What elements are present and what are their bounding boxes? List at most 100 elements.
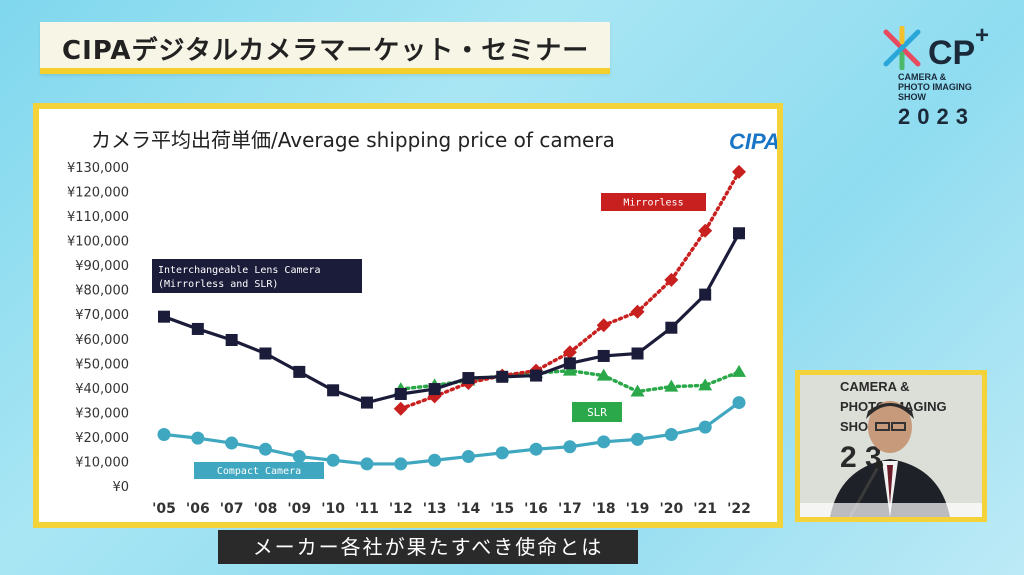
video-bg-text-1: CAMERA & [840,379,910,394]
data-point [530,369,543,382]
data-point [360,457,374,471]
x-tick-label: '17 [558,501,582,517]
x-tick-label: '05 [152,501,176,517]
x-tick-label: '12 [389,501,413,517]
data-point [630,384,645,397]
data-point [562,363,577,376]
series-label-text: Compact Camera [217,466,301,477]
data-point [393,401,408,416]
series-line [163,401,740,466]
event-logo-line3: SHOW [898,92,926,102]
data-point [596,368,611,381]
data-point [699,288,712,301]
series-label: SLR [572,402,622,422]
x-tick-label: '09 [287,501,311,517]
data-point [563,357,576,370]
data-point [630,304,645,319]
x-tick-label: '06 [186,501,210,517]
x-tick-label: '21 [693,501,717,517]
series-label-text: SLR [587,406,607,419]
event-logo: CP + CAMERA & PHOTO IMAGING SHOW 2023 [880,20,1010,130]
data-point [732,364,746,377]
data-point [326,453,340,467]
speaker-video: CAMERA & PHOTO IMAGING SHO 2 3 [795,370,987,522]
y-tick-label: ¥100,000 [67,235,129,250]
x-tick-label: '14 [457,501,481,517]
video-bg-text-3: SHO [840,419,868,434]
series-label-box [194,462,324,479]
x-tick-label: '22 [727,501,751,517]
chart-title: カメラ平均出荷単価/Average shipping price of came… [91,128,615,152]
data-point [225,436,239,450]
data-point [495,446,509,460]
data-point [293,365,306,378]
series-labels: Interchangeable Lens Camera (Mirrorless a… [152,193,706,479]
y-tick-label: ¥0 [112,480,129,495]
y-tick-label: ¥130,000 [67,161,129,176]
data-point [428,383,441,396]
event-logo-year: 2023 [898,104,975,129]
data-point [698,378,713,391]
x-tick-label: '18 [592,501,616,517]
x-axis: '05 '06 '07 '08 '09 '10 '11 '12 '13 '14 '15 '16 '17 '… [152,501,751,517]
data-point [733,227,745,240]
seminar-title: CIPAデジタルカメラマーケット・セミナー [62,36,590,66]
speaker-video-frame: CAMERA & PHOTO IMAGING SHO 2 3 [800,375,982,517]
x-tick-label: '10 [321,501,345,517]
series-circle [157,396,746,471]
y-tick-label: ¥90,000 [75,259,129,274]
price-chart: カメラ平均出荷単価/Average shipping price of came… [67,128,777,517]
data-point [157,427,171,441]
data-point [529,442,543,456]
event-logo-plus: + [975,22,990,49]
data-point [394,387,407,400]
data-point [258,442,272,456]
y-tick-label: ¥120,000 [67,186,129,201]
chart-panel: カメラ平均出荷単価/Average shipping price of came… [33,103,783,528]
data-point [562,345,577,360]
y-tick-label: ¥70,000 [75,308,129,323]
event-logo-line1: CAMERA & [898,72,947,82]
data-point [664,272,679,287]
data-point [191,431,205,445]
series-label-box [601,193,706,211]
cp-star-icon [883,26,921,70]
speaker-figure [830,401,950,517]
data-point [631,347,644,360]
series-line [163,232,741,405]
series-square [158,227,745,409]
x-tick-label: '07 [220,501,244,517]
data-point [596,318,611,333]
data-point [664,427,678,441]
data-point [360,396,373,409]
data-point [191,322,204,335]
data-point [158,310,170,323]
y-tick-label: ¥20,000 [75,431,129,446]
event-logo-subtitle: CAMERA & PHOTO IMAGING SHOW [898,72,1008,102]
y-axis: ¥0 ¥10,000 ¥20,000 ¥30,000 ¥40,000 ¥50,000 ¥60… [67,161,129,495]
data-point [732,164,746,179]
y-tick-label: ¥80,000 [75,284,129,299]
y-tick-label: ¥40,000 [75,382,129,397]
series-label: Mirrorless [601,193,706,211]
data-point [597,435,611,449]
event-logo-line2: PHOTO IMAGING [898,82,972,92]
data-point [698,223,713,238]
data-point [292,450,306,464]
series-layer [157,164,746,471]
series-label: Compact Camera [194,462,324,479]
data-point [327,384,340,397]
series-label-box [572,402,622,422]
data-point [428,453,442,467]
data-point [496,370,509,383]
x-tick-label: '15 [490,501,514,517]
data-point [563,440,577,454]
data-point [462,372,475,385]
series-label-text: Interchangeable Lens Camera [158,265,321,276]
y-tick-label: ¥110,000 [67,210,129,225]
x-tick-label: '13 [423,501,447,517]
cipa-logo-text: CIPA [729,129,777,154]
caption-subtitle: メーカー各社が果たすべき使命とは [218,530,638,564]
y-tick-label: ¥50,000 [75,357,129,372]
data-point [698,420,712,434]
